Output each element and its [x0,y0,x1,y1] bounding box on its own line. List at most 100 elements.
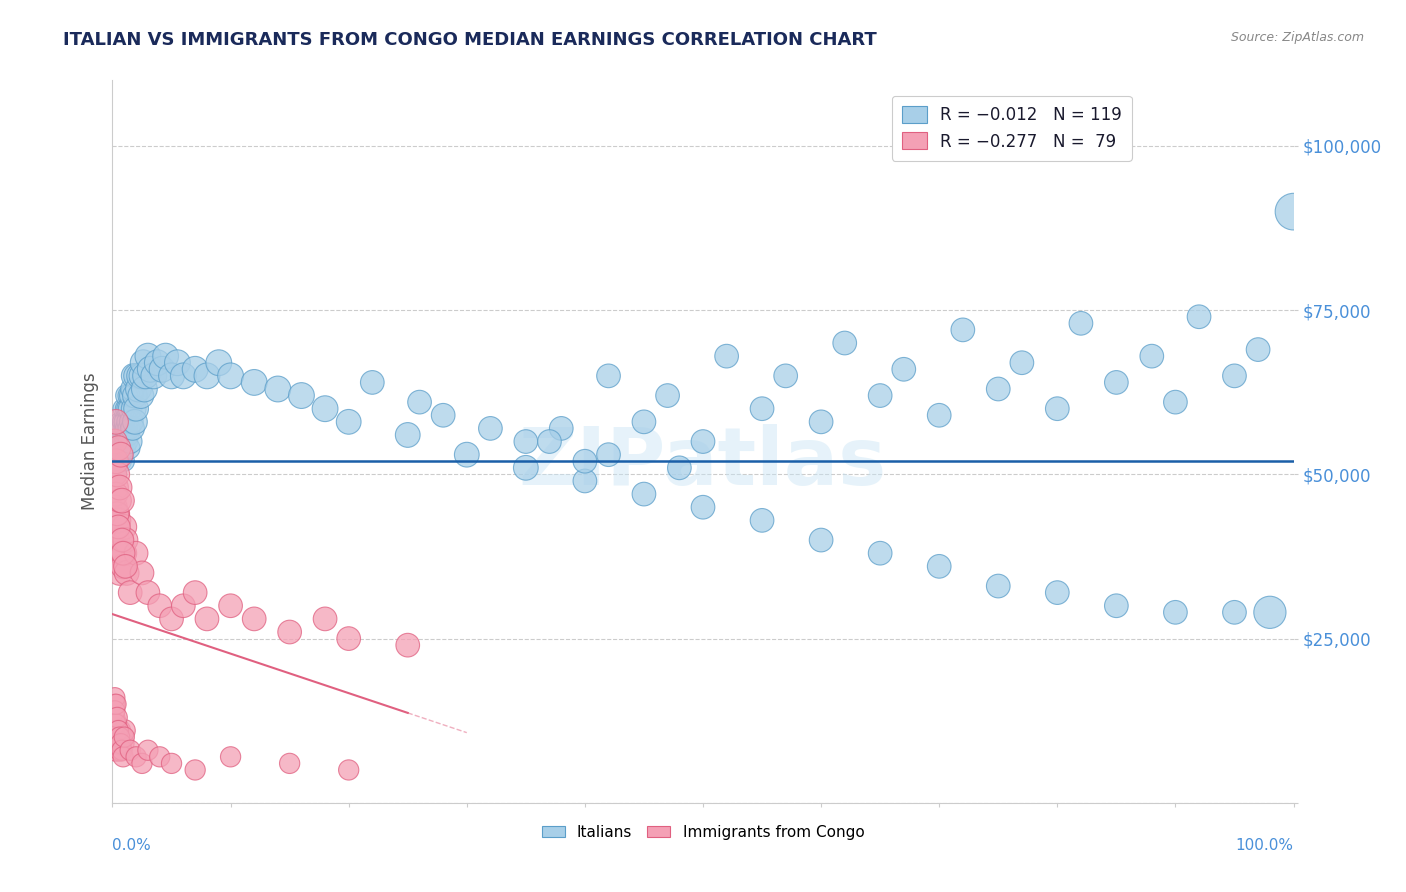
Point [117,415,139,429]
Point [337,632,360,646]
Point [337,763,360,777]
Point [104,704,127,718]
Point [987,579,1010,593]
Point [105,533,128,547]
Point [150,362,173,376]
Point [111,546,134,560]
Text: ZIPatlas: ZIPatlas [519,425,887,502]
Point [111,434,134,449]
Point [105,717,128,731]
Point [112,730,135,744]
Point [633,415,655,429]
Point [112,454,135,468]
Point [208,356,231,370]
Point [110,448,132,462]
Point [111,493,134,508]
Point [122,401,145,416]
Point [1140,349,1163,363]
Point [538,434,561,449]
Point [105,743,128,757]
Point [314,401,336,416]
Point [104,434,127,449]
Point [1046,401,1069,416]
Point [105,507,128,521]
Point [112,559,135,574]
Point [110,428,132,442]
Point [114,441,136,455]
Point [111,743,134,757]
Point [114,401,136,416]
Point [1223,368,1246,383]
Point [314,612,336,626]
Point [574,454,596,468]
Point [107,520,129,534]
Point [337,415,360,429]
Point [112,737,135,751]
Point [115,566,138,580]
Point [1105,599,1128,613]
Point [775,368,797,383]
Point [479,421,502,435]
Point [184,763,207,777]
Point [396,428,419,442]
Point [928,409,950,423]
Point [108,415,131,429]
Point [1223,605,1246,619]
Point [716,349,738,363]
Point [111,415,134,429]
Point [105,710,128,724]
Point [105,415,128,429]
Point [121,382,143,396]
Legend: Italians, Immigrants from Congo: Italians, Immigrants from Congo [536,819,870,846]
Point [751,513,773,527]
Point [146,356,169,370]
Point [105,481,128,495]
Point [108,730,131,744]
Point [120,585,142,599]
Point [550,421,572,435]
Point [118,421,141,435]
Point [408,395,430,409]
Point [105,730,128,744]
Point [118,388,141,402]
Point [121,421,143,435]
Point [107,513,129,527]
Point [1070,316,1092,330]
Point [108,481,131,495]
Point [1046,585,1069,599]
Point [108,493,131,508]
Point [432,409,454,423]
Point [125,749,148,764]
Point [110,448,132,462]
Point [1164,395,1187,409]
Point [112,441,135,455]
Point [107,434,129,449]
Point [1282,204,1305,219]
Text: ITALIAN VS IMMIGRANTS FROM CONGO MEDIAN EARNINGS CORRELATION CHART: ITALIAN VS IMMIGRANTS FROM CONGO MEDIAN … [63,31,877,49]
Point [278,625,301,640]
Point [108,723,131,738]
Point [598,368,620,383]
Point [243,612,266,626]
Point [120,434,142,449]
Point [1247,343,1270,357]
Point [118,441,141,455]
Point [155,349,177,363]
Point [692,500,714,515]
Point [131,566,153,580]
Point [117,401,139,416]
Point [132,356,155,370]
Point [114,428,136,442]
Point [112,415,135,429]
Point [131,756,153,771]
Point [128,368,150,383]
Point [114,559,136,574]
Point [751,401,773,416]
Point [108,566,131,580]
Point [657,388,679,402]
Point [104,500,127,515]
Point [107,737,129,751]
Point [810,415,832,429]
Point [125,401,148,416]
Point [987,382,1010,396]
